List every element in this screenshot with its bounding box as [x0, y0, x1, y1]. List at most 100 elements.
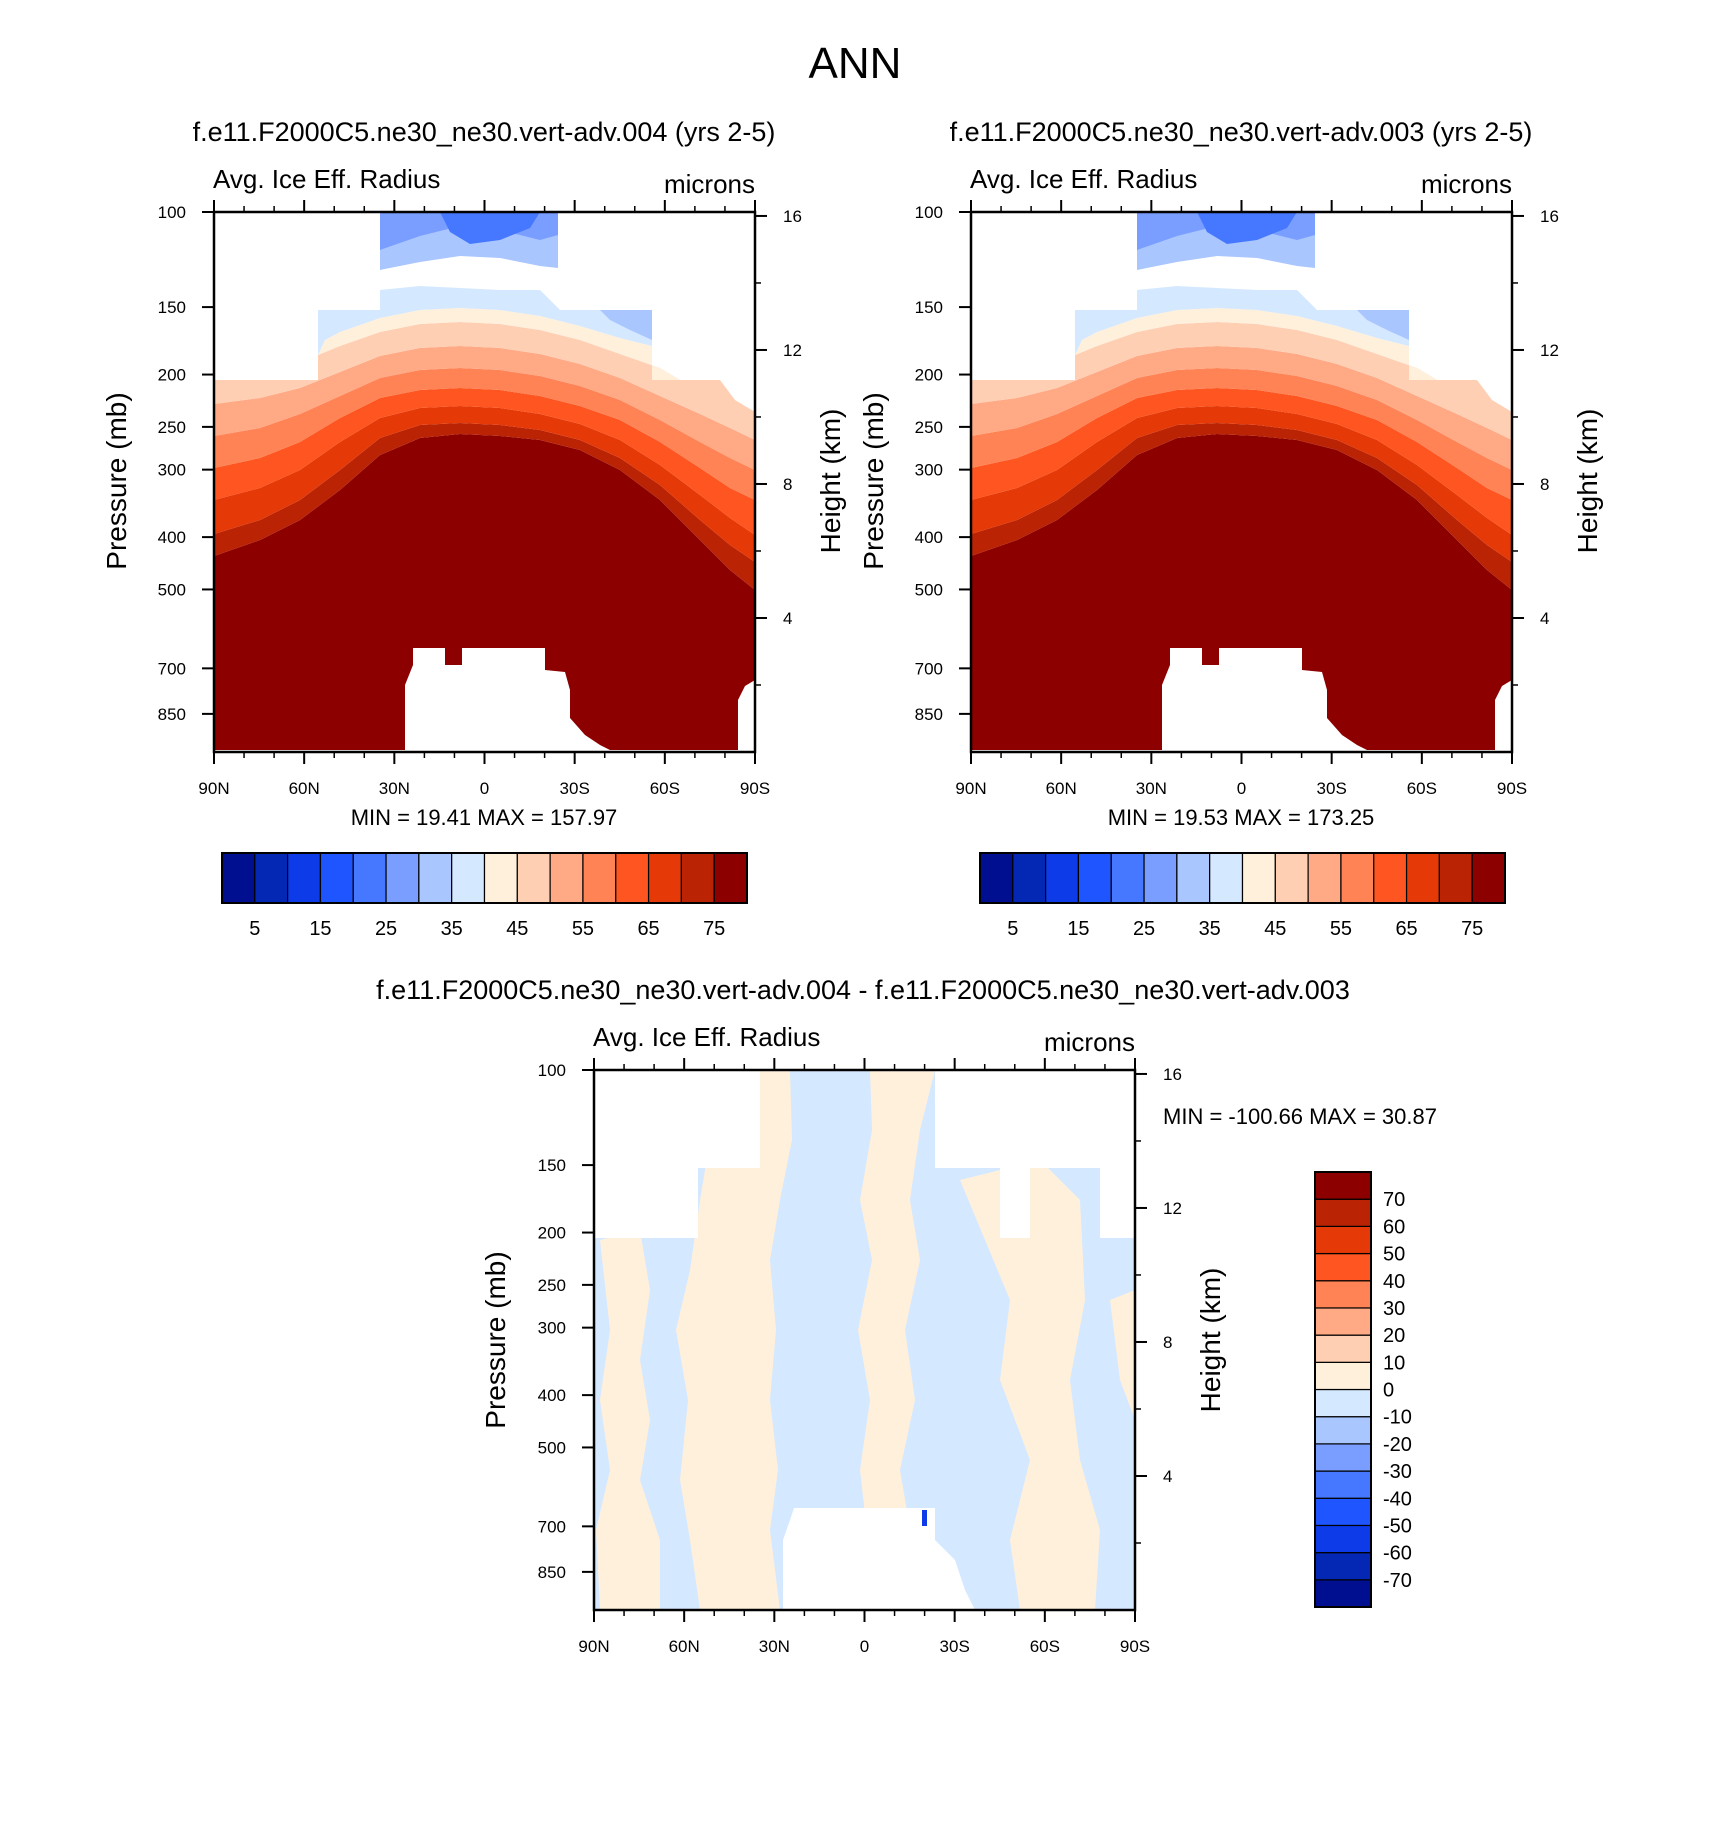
- region-diff-10: [858, 1070, 935, 1610]
- colorbar-swatch: [1314, 1198, 1372, 1227]
- colorbar-label: 55: [1330, 918, 1352, 940]
- colorbar-swatch: [1314, 1552, 1372, 1581]
- missing-below-ground: [405, 648, 610, 750]
- panel-title: f.e11.F2000C5.ne30_ne30.vert-adv.004 - f…: [376, 975, 1350, 1005]
- region-ice-40: [1075, 308, 1437, 380]
- colorbar-label: 25: [1133, 918, 1155, 940]
- units-label: microns: [1044, 1027, 1135, 1057]
- colorbar-swatch: [287, 852, 322, 904]
- x-tick-label: 90N: [198, 779, 229, 798]
- colorbar-swatch: [1314, 1416, 1372, 1445]
- y-axis-right-label: Height (km): [1195, 1268, 1226, 1413]
- panel-003: f.e11.F2000C5.ne30_ne30.vert-adv.003 (yr…: [858, 117, 1603, 940]
- colorbar-label: 65: [637, 918, 659, 940]
- colorbar-swatch: [1314, 1361, 1372, 1391]
- y-tick-label: 100: [158, 203, 186, 222]
- figure-title: ANN: [809, 39, 902, 88]
- colorbar-swatch: [1307, 852, 1342, 904]
- colorbar-label: 0: [1383, 1380, 1394, 1402]
- region-ice-45: [214, 322, 755, 440]
- y-right-tick-label: 4: [1163, 1467, 1172, 1486]
- colorbar-abs-1: 5 15 25 35 45 55 65 75: [221, 852, 748, 940]
- variable-label: Avg. Ice Eff. Radius: [213, 164, 440, 194]
- colorbar-label: -10: [1383, 1407, 1412, 1429]
- colorbar-swatch: [549, 852, 584, 904]
- colorbar-label: -40: [1383, 1488, 1412, 1510]
- region-ice-20: [440, 212, 540, 244]
- region-diff-10: [676, 1070, 792, 1610]
- colorbar-swatch: [1471, 852, 1506, 904]
- y-tick-label: 700: [915, 659, 943, 678]
- region-ice-65: [214, 406, 755, 562]
- region-ice-75: [971, 434, 1512, 750]
- colorbar-label: 30: [1383, 1298, 1405, 1320]
- colorbar-swatch: [1405, 852, 1440, 904]
- region-ice-30-nh: [1357, 310, 1409, 340]
- y-tick-label: 300: [538, 1319, 566, 1338]
- colorbar-swatch: [1077, 852, 1112, 904]
- y-tick-label: 400: [158, 528, 186, 547]
- y-tick-label: 200: [538, 1224, 566, 1243]
- colorbar-swatch: [1274, 852, 1309, 904]
- colorbar-label: 45: [506, 918, 528, 940]
- x-tick-label: 30S: [940, 1637, 970, 1656]
- colorbar-label: 45: [1264, 918, 1286, 940]
- colorbar-label: -30: [1383, 1461, 1412, 1483]
- region-diff-10: [596, 1230, 660, 1610]
- colorbar-label: 60: [1383, 1216, 1405, 1238]
- y-tick-label: 300: [915, 461, 943, 480]
- region-ice-50: [971, 346, 1512, 470]
- y-right-tick-label: 12: [783, 341, 802, 360]
- panel-004: f.e11.F2000C5.ne30_ne30.vert-adv.004 (yr…: [101, 117, 846, 940]
- y-tick-label: 150: [915, 298, 943, 317]
- colorbar-swatch: [319, 852, 354, 904]
- x-tick-label: 30N: [1136, 779, 1167, 798]
- y-tick-label: 200: [915, 366, 943, 385]
- x-tick-label: 60N: [669, 1637, 700, 1656]
- missing-below-ground: [1162, 648, 1367, 750]
- region-ice-75: [214, 434, 755, 750]
- x-tick-label: 60S: [1030, 1637, 1060, 1656]
- colorbar-label: 20: [1383, 1325, 1405, 1347]
- missing-strat-sh: [935, 1070, 1135, 1238]
- x-tick-label: 30S: [560, 779, 590, 798]
- x-tick-label: 0: [480, 779, 489, 798]
- variable-label: Avg. Ice Eff. Radius: [970, 164, 1197, 194]
- colorbar-swatch: [483, 852, 518, 904]
- region-ice-65: [971, 406, 1512, 562]
- contour-field: [214, 212, 755, 750]
- y-right-tick-label: 8: [783, 475, 792, 494]
- colorbar-swatch: [1110, 852, 1145, 904]
- colorbar-border: [221, 852, 748, 904]
- region-ice-70: [214, 423, 755, 590]
- y-right-tick-label: 8: [1163, 1333, 1172, 1352]
- colorbar-swatch: [1314, 1307, 1372, 1336]
- region-ice-60: [214, 388, 755, 535]
- y-axis-label: Pressure (mb): [858, 392, 889, 569]
- y-right-tick-label: 4: [783, 609, 792, 628]
- panel-difference: f.e11.F2000C5.ne30_ne30.vert-adv.004 - f…: [376, 975, 1437, 1656]
- y-tick-label: 500: [158, 580, 186, 599]
- y-right-tick-label: 4: [1540, 609, 1549, 628]
- plot-frame: 90N 60N 30N 0 30S 60S 90S 100 150 200 250 300 400 500…: [538, 1058, 1182, 1656]
- region-ice-55: [214, 368, 755, 500]
- colorbar-swatch: [615, 852, 650, 904]
- y-tick-label: 100: [915, 203, 943, 222]
- colorbar-swatch: [516, 852, 551, 904]
- colorbar-swatch: [1143, 852, 1178, 904]
- colorbar-label: 55: [572, 918, 594, 940]
- region-ice-45: [971, 322, 1512, 440]
- colorbar-swatch: [1314, 1280, 1372, 1309]
- colorbar-label: 35: [1199, 918, 1221, 940]
- colorbar-swatch: [1314, 1334, 1372, 1363]
- colorbar-swatch: [647, 852, 682, 904]
- x-tick-label: 30N: [379, 779, 410, 798]
- y-tick-label: 400: [915, 528, 943, 547]
- y-right-tick-label: 16: [1163, 1065, 1182, 1084]
- colorbar-label: 35: [441, 918, 463, 940]
- region-ice-50: [214, 346, 755, 470]
- x-tick-label: 90N: [955, 779, 986, 798]
- contour-field: [971, 212, 1512, 750]
- y-axis-label: Pressure (mb): [480, 1251, 511, 1428]
